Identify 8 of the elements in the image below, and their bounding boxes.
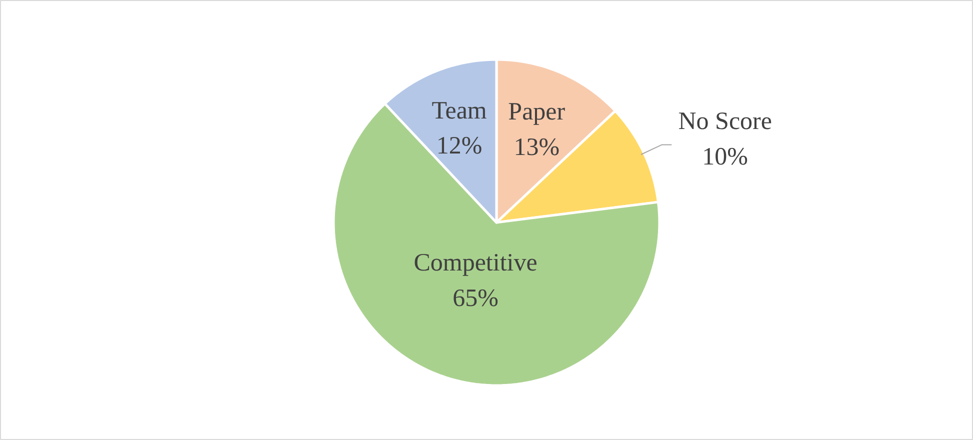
data-label: 12%: [436, 132, 482, 160]
data-label: 10%: [702, 143, 748, 170]
data-label: 13%: [514, 134, 560, 161]
slice-label: No Score: [678, 108, 772, 136]
slice-label: Paper: [508, 98, 566, 126]
data-label: 65%: [452, 284, 498, 312]
slice-label: Team: [432, 97, 488, 124]
slice-label: Competitive: [414, 250, 538, 277]
